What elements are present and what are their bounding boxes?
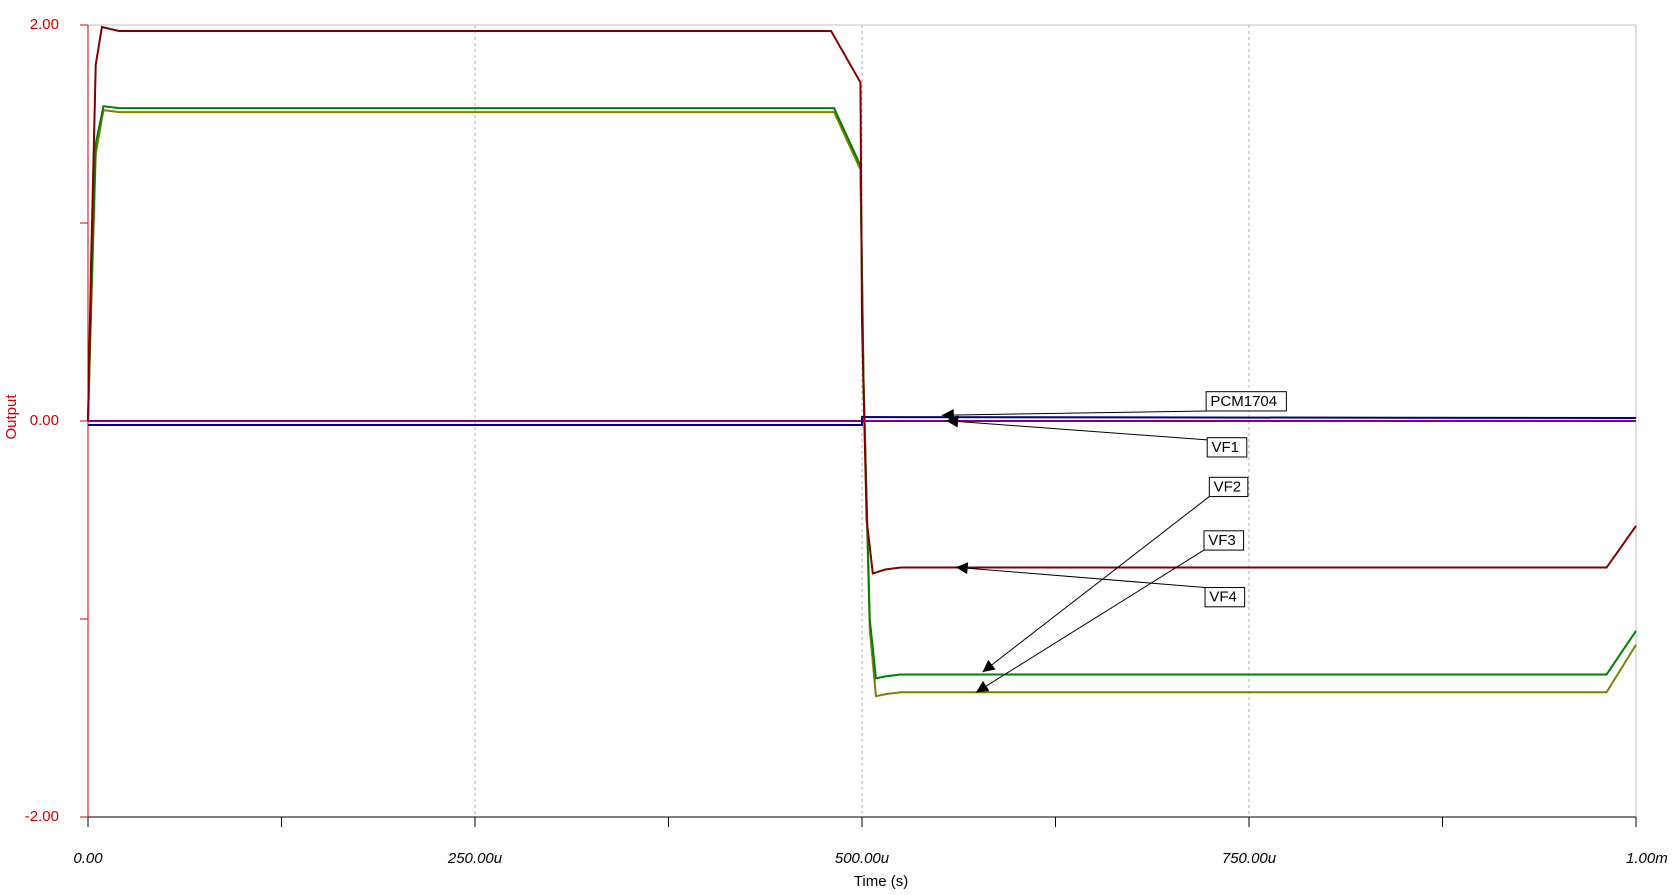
y-tick-label: -2.00 [25, 808, 59, 825]
annotation-arrow [982, 496, 1210, 673]
x-tick-label: 1.00m [1626, 850, 1668, 867]
annotation-box [1203, 530, 1245, 551]
x-tick-label: 500.00u [835, 850, 890, 867]
x-tick-label: 0.00 [73, 850, 103, 867]
annotation-label: VF4 [1209, 589, 1237, 606]
annotation-label: VF2 [1214, 478, 1242, 495]
annotation-arrow [975, 549, 1205, 693]
annotation-arrow [941, 409, 1207, 422]
series-line [87, 25, 1637, 575]
annotation-arrow [955, 562, 1206, 589]
annotation-box [1204, 587, 1246, 608]
annotation-box [1205, 391, 1287, 412]
annotation-label: VF3 [1208, 532, 1236, 549]
x-tick-label: 250.00u [447, 850, 503, 867]
x-axis-label: Time (s) [854, 873, 908, 890]
y-axis-label: Output [3, 394, 20, 440]
annotation-arrow [946, 415, 1208, 441]
x-tick-label: 750.00u [1222, 850, 1277, 867]
annotation-label: VF1 [1211, 439, 1239, 456]
y-tick-label: 2.00 [30, 16, 59, 33]
annotation-label: PCM1704 [1210, 393, 1277, 410]
y-tick-label: 0.00 [30, 412, 59, 429]
annotation-box [1208, 476, 1249, 498]
annotation-box [1206, 437, 1248, 458]
series-line [88, 416, 1637, 426]
